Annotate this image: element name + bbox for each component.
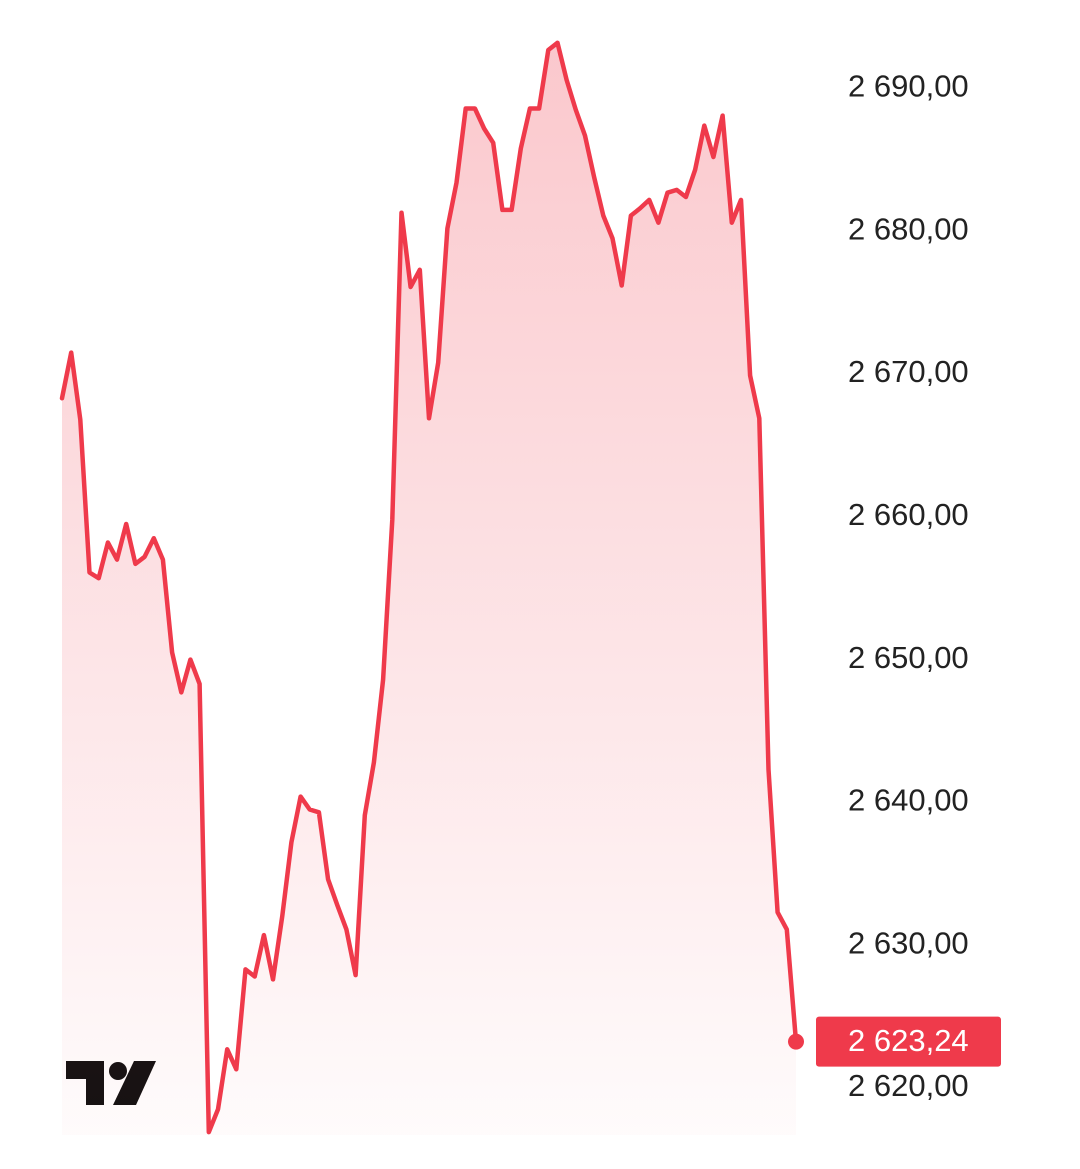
area-fill [62,42,796,1135]
y-tick-label: 2 630,00 [848,925,969,960]
y-tick-label: 2 660,00 [848,497,969,532]
y-tick-label: 2 680,00 [848,211,969,246]
y-tick-label: 2 620,00 [848,1068,969,1103]
last-point [788,1033,804,1050]
price-label-box [816,1016,1001,1067]
price-line [59,40,799,1135]
y-tick-label: 2 640,00 [848,783,969,818]
price-label: 2 623,24 [848,1023,969,1058]
y-tick-label: 2 690,00 [848,69,969,104]
y-tick-label: 2 650,00 [848,640,969,675]
y-tick-label: 2 670,00 [848,354,969,389]
